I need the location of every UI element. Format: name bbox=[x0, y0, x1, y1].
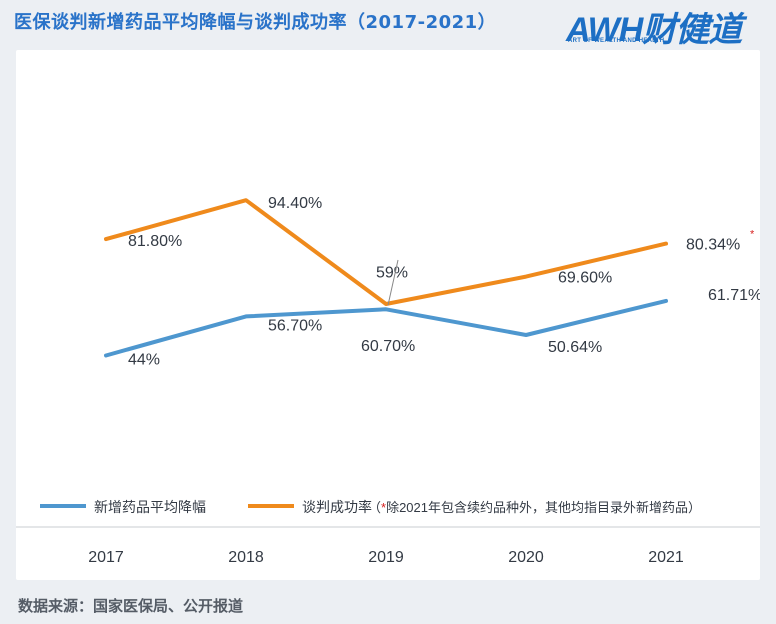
x-tick-label: 2021 bbox=[648, 549, 684, 566]
chart-title: 医保谈判新增药品平均降幅与谈判成功率（2017-2021） bbox=[14, 12, 497, 33]
footnote-marker: * bbox=[750, 229, 755, 241]
legend-label: 谈判成功率 bbox=[302, 499, 372, 515]
leader-line bbox=[387, 259, 399, 306]
data-label: 69.60% bbox=[558, 270, 612, 287]
data-label: 50.64% bbox=[548, 339, 602, 356]
x-tick-label: 2017 bbox=[88, 549, 124, 566]
data-label: 60.70% bbox=[361, 338, 415, 355]
data-label: 94.40% bbox=[268, 195, 322, 212]
line-chart: 44% 56.70% 59% 50.64% 61.71% 81.80% 94.40% 60.7… bbox=[16, 195, 760, 566]
x-tick-label: 2018 bbox=[228, 549, 264, 566]
x-tick-label: 2019 bbox=[368, 549, 404, 566]
legend-label: 新增药品平均降幅 bbox=[94, 499, 206, 515]
data-label: 56.70% bbox=[268, 317, 322, 334]
legend-note: （*除2021年包含续约品种外，其他均指目录外新增药品） bbox=[368, 500, 701, 515]
logo-subtitle: ART OF WEALTH AND HEALTH bbox=[568, 38, 665, 44]
data-label: 80.34% bbox=[686, 237, 740, 254]
data-label: 59% bbox=[376, 264, 408, 281]
series-line-success-rate bbox=[104, 198, 668, 306]
data-label: 44% bbox=[128, 351, 160, 368]
data-label: 61.71% bbox=[708, 287, 760, 304]
series-line-avg-price-cut bbox=[104, 298, 668, 358]
data-source: 数据来源：国家医保局、公开报道 bbox=[18, 597, 244, 615]
logo-text: AWH财健道 bbox=[566, 11, 742, 49]
x-tick-label: 2020 bbox=[508, 549, 544, 566]
chart-panel: 44% 56.70% 59% 50.64% 61.71% 81.80% 94.40% 60.7… bbox=[16, 50, 760, 580]
brand-logo: AWH财健道 ART OF WEALTH AND HEALTH bbox=[566, 2, 766, 49]
data-label: 81.80% bbox=[128, 233, 182, 250]
